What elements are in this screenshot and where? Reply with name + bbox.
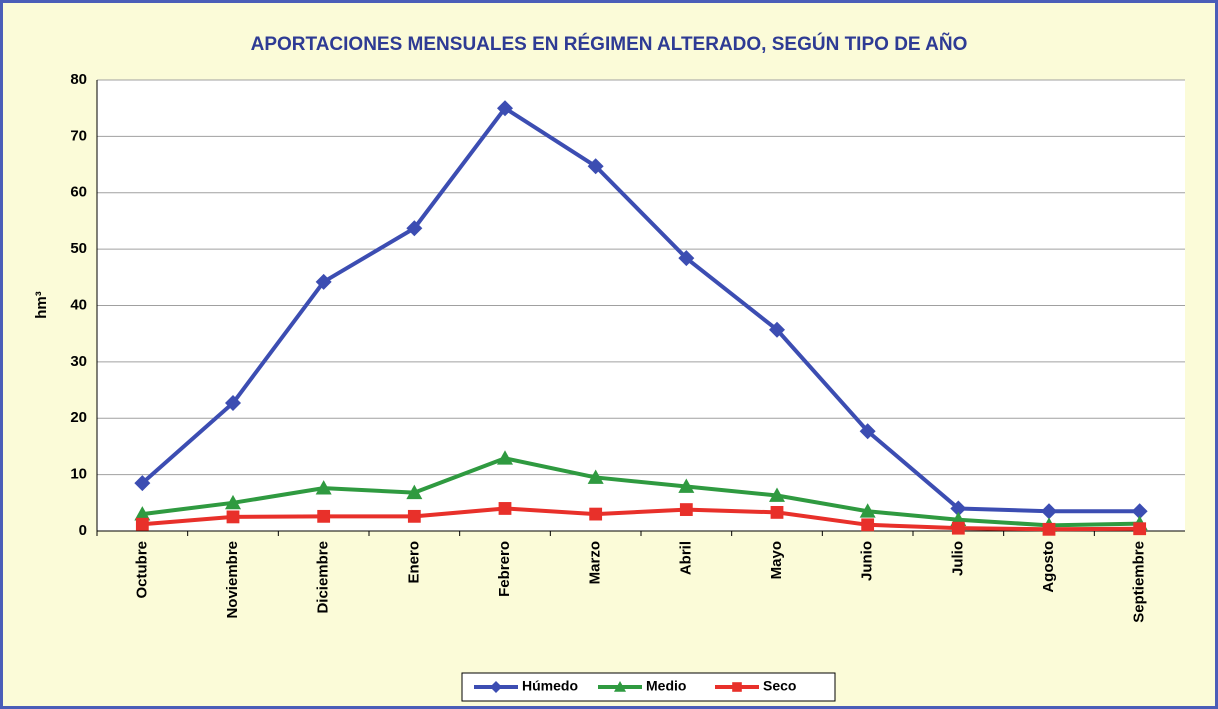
y-tick-label: 70 [70, 127, 87, 144]
marker [587, 158, 604, 175]
marker [769, 321, 785, 338]
legend-marker [614, 681, 626, 692]
x-tick-label: Noviembre [224, 541, 241, 619]
x-tick-label: Octubre [133, 541, 150, 599]
x-tick-label: Enero [405, 541, 422, 584]
y-tick-label: 80 [70, 71, 87, 88]
legend-marker [490, 681, 502, 693]
marker [769, 487, 785, 502]
marker [497, 450, 513, 465]
marker [226, 510, 240, 524]
y-tick-label: 40 [70, 296, 87, 313]
x-tick-label: Abril [677, 541, 694, 575]
y-tick-label: 20 [70, 409, 87, 426]
marker [225, 395, 241, 412]
marker [678, 478, 695, 493]
marker [498, 502, 512, 515]
y-tick-label: 50 [70, 240, 87, 257]
marker [587, 469, 604, 484]
legend-label: Medio [646, 678, 686, 694]
marker [859, 503, 876, 518]
series-line [142, 506, 1140, 532]
marker [1042, 522, 1056, 536]
marker [407, 509, 421, 523]
series-line [141, 106, 1140, 514]
x-tick-label: Marzo [587, 541, 604, 584]
x-tick-label: Julio [949, 541, 966, 576]
x-tick-label: Agosto [1040, 541, 1057, 593]
marker [317, 509, 331, 523]
legend-label: Húmedo [522, 678, 578, 694]
legend-label: Seco [763, 678, 796, 694]
marker [406, 484, 423, 500]
x-tick-label: Junio [859, 541, 876, 581]
x-tick-label: Febrero [496, 541, 513, 597]
marker [861, 518, 875, 532]
chart-title: APORTACIONES MENSUALES EN RÉGIMEN ALTERA… [251, 33, 968, 55]
marker [1041, 503, 1057, 520]
marker [315, 273, 332, 290]
y-tick-label: 60 [70, 184, 87, 201]
marker [951, 521, 965, 535]
marker [589, 507, 603, 521]
marker [1133, 522, 1147, 536]
marker [134, 475, 151, 492]
marker [315, 480, 332, 495]
marker [678, 250, 695, 267]
x-tick-label: Septiembre [1131, 541, 1148, 623]
marker [497, 100, 513, 117]
marker [859, 423, 876, 440]
y-tick-label: 10 [70, 466, 87, 483]
marker [406, 220, 423, 237]
legend-marker [732, 682, 742, 692]
marker [135, 517, 149, 531]
marker [950, 500, 967, 517]
series-line [142, 456, 1140, 528]
y-axis-label: hm³ [33, 291, 50, 319]
legend [461, 672, 836, 702]
marker [770, 505, 784, 519]
marker [134, 506, 151, 521]
marker [679, 503, 693, 516]
x-tick-label: Mayo [768, 541, 785, 579]
y-tick-label: 0 [79, 522, 87, 539]
y-tick-label: 30 [70, 353, 87, 370]
marker [1131, 503, 1148, 520]
x-tick-label: Diciembre [315, 541, 332, 614]
marker [225, 494, 241, 510]
